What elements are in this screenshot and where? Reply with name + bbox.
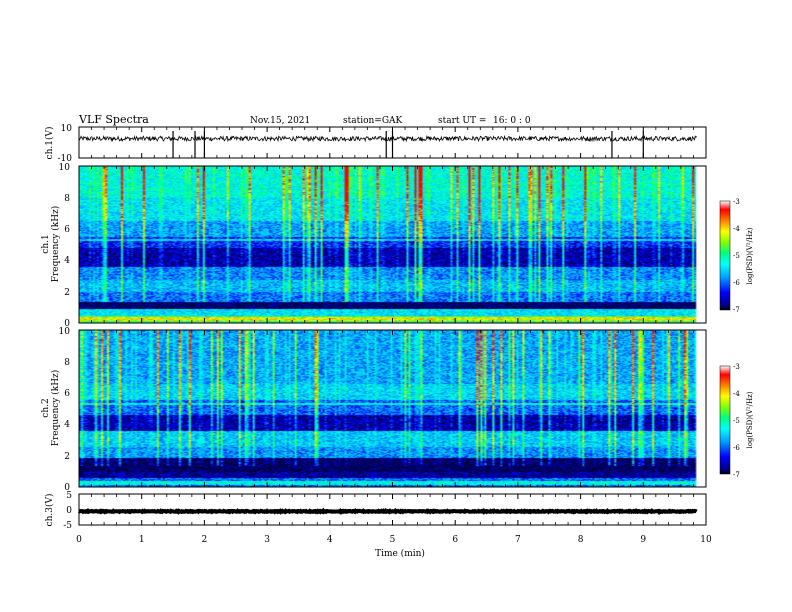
ch2-spectrogram-ticks [78, 330, 707, 487]
ch1-ytick-bottom: -10 [58, 154, 73, 164]
x-tick-label: 1 [139, 535, 145, 545]
ch1-spectrogram-ticks [78, 166, 707, 323]
ch3-ytick-m5: -5 [63, 521, 72, 531]
ch2-spec-ylabel-freq: Frequency (kHz) [50, 370, 61, 447]
ch2-colorbar [719, 365, 731, 475]
ch2-ytick-0: 0 [64, 483, 70, 493]
x-axis-label: Time (min) [375, 548, 425, 559]
x-tick-label: 2 [202, 535, 208, 545]
cb2-tick-m5: -5 [733, 417, 740, 425]
cb2-tick-m3: -3 [733, 363, 740, 371]
x-tick-label: 4 [327, 535, 333, 545]
x-tick-label: 6 [452, 535, 458, 545]
cb2-label: log(PSD)(V²/Hz) [746, 391, 754, 448]
ch2-ytick-2: 2 [64, 452, 70, 462]
ch1-spec-ylabel-ch: ch.1 [41, 234, 51, 253]
x-axis-tick-labels: 0 1 2 3 4 5 6 7 8 9 10 [76, 535, 712, 545]
ch3-waveform-panel: 5 0 -5 ch.3(V) [44, 491, 707, 531]
ch1-ytick-8: 8 [64, 194, 70, 204]
ch2-spec-ylabel-ch: ch.2 [41, 398, 51, 417]
x-tick-label: 0 [76, 535, 82, 545]
figure-title: VLF Spectra [78, 113, 149, 126]
ch1-spectrogram-panel: 0 2 4 6 8 10 ch.1 Frequency (kHz) [41, 163, 754, 329]
cb1-tick-m6: -6 [733, 279, 740, 287]
start-time: 16: 0 : 0 [493, 116, 531, 126]
ch3-waveform-line [78, 507, 698, 516]
ch2-ytick-8: 8 [64, 358, 70, 368]
ch2-spectrogram-panel: 0 2 4 6 8 10 ch.2 Frequency (kHz) -3 -4 … [41, 327, 754, 493]
ch1-ytick-10: 10 [59, 163, 71, 173]
cb2-tick-m7: -7 [733, 471, 740, 479]
cb1-label: log(PSD)(V²/Hz) [746, 227, 754, 284]
ch2-spectrogram-image [79, 330, 706, 487]
ch1-spec-ylabel-freq: Frequency (kHz) [50, 206, 61, 283]
x-tick-label: 10 [700, 535, 712, 545]
ch3-ytick-5: 5 [66, 491, 72, 501]
station-label: station=GAK [343, 116, 403, 126]
ch1-ytick-top: 10 [61, 124, 73, 134]
ch1-ytick-6: 6 [64, 225, 70, 235]
ch2-ytick-6: 6 [64, 389, 70, 399]
ch1-ytick-0: 0 [64, 319, 70, 329]
ch1-waveform-ticks [78, 127, 707, 158]
x-tick-label: 9 [640, 535, 646, 545]
ch3-waveform-ticks [78, 494, 707, 525]
cb1-tick-m5: -5 [733, 252, 740, 260]
cb1-tick-m3: -3 [733, 198, 740, 206]
ch1-waveform-ylabel: ch.1(V) [44, 127, 55, 160]
ch3-waveform-ylabel: ch.3(V) [44, 494, 55, 527]
ch1-waveform-panel: 10 -10 ch.1(V) [44, 124, 707, 164]
ch2-ytick-10: 10 [59, 327, 71, 337]
x-tick-label: 7 [515, 535, 521, 545]
cb2-tick-m4: -4 [733, 390, 740, 398]
ch3-ytick-0: 0 [66, 506, 72, 516]
date-label: Nov.15, 2021 [250, 116, 310, 126]
start-label: start UT = [438, 116, 486, 126]
ch1-colorbar [719, 200, 731, 311]
cb1-tick-m7: -7 [733, 306, 740, 314]
ch1-waveform-plot [78, 131, 697, 158]
x-tick-label: 3 [264, 535, 270, 545]
ch3-waveform-plot [78, 507, 698, 516]
x-tick-label: 8 [578, 535, 584, 545]
cb2-tick-m6: -6 [733, 444, 740, 452]
ch1-spectrogram-image [79, 166, 706, 323]
x-tick-label: 5 [390, 535, 396, 545]
cb1-tick-m4: -4 [733, 225, 740, 233]
ch1-ytick-4: 4 [64, 256, 70, 266]
ch2-ytick-4: 4 [64, 420, 70, 430]
ch1-ytick-2: 2 [64, 288, 70, 298]
ch1-waveform-line [78, 134, 697, 143]
